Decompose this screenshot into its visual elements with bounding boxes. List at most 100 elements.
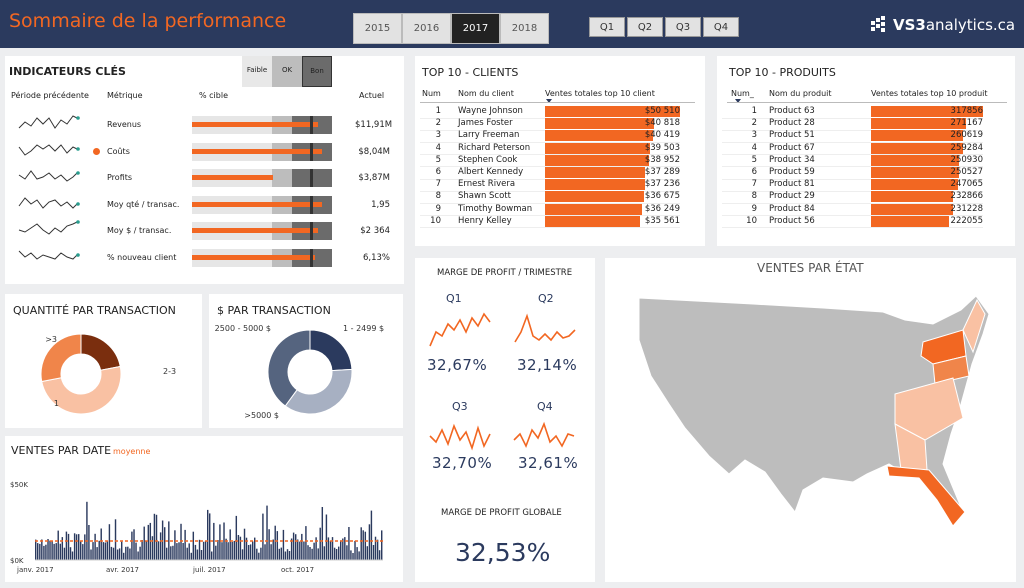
donut-slice[interactable] bbox=[40, 333, 82, 383]
year-button-2018[interactable]: 2018 bbox=[500, 13, 549, 44]
quarter-button-q3[interactable]: Q3 bbox=[665, 17, 701, 37]
date-bar[interactable] bbox=[112, 547, 115, 560]
date-bar[interactable] bbox=[360, 527, 362, 560]
date-bar[interactable] bbox=[292, 532, 295, 560]
date-bar[interactable] bbox=[235, 515, 238, 560]
date-bar[interactable] bbox=[245, 537, 248, 560]
date-bar[interactable] bbox=[249, 544, 252, 560]
year-button-2016[interactable]: 2016 bbox=[402, 13, 451, 44]
date-bar[interactable] bbox=[286, 549, 289, 560]
date-bar[interactable] bbox=[264, 544, 266, 560]
date-bar[interactable] bbox=[39, 543, 41, 560]
date-bar[interactable] bbox=[96, 547, 98, 560]
date-bar[interactable] bbox=[80, 541, 82, 560]
date-bar[interactable] bbox=[145, 541, 147, 560]
date-bar[interactable] bbox=[188, 543, 190, 560]
date-bar[interactable] bbox=[256, 548, 258, 560]
date-bar[interactable] bbox=[368, 524, 371, 560]
florida-state[interactable] bbox=[886, 465, 966, 527]
date-bar[interactable] bbox=[239, 536, 242, 560]
date-bar[interactable] bbox=[106, 540, 109, 560]
quarter-button-q4[interactable]: Q4 bbox=[703, 17, 739, 37]
date-bar[interactable] bbox=[305, 526, 307, 560]
date-bar[interactable] bbox=[190, 552, 193, 560]
date-bar[interactable] bbox=[288, 551, 291, 560]
date-bar[interactable] bbox=[133, 529, 135, 560]
date-bar[interactable] bbox=[274, 525, 276, 560]
date-bar[interactable] bbox=[155, 514, 158, 560]
date-bar[interactable] bbox=[37, 543, 39, 560]
date-bar[interactable] bbox=[65, 531, 68, 560]
date-bar[interactable] bbox=[202, 541, 205, 560]
date-bar[interactable] bbox=[131, 531, 133, 560]
date-bar[interactable] bbox=[374, 536, 377, 560]
date-bar[interactable] bbox=[135, 542, 137, 560]
date-bar[interactable] bbox=[338, 546, 340, 560]
date-bar[interactable] bbox=[71, 551, 74, 561]
date-bar[interactable] bbox=[55, 543, 57, 560]
date-bar[interactable] bbox=[237, 535, 240, 560]
date-bar[interactable] bbox=[376, 539, 379, 560]
date-bar[interactable] bbox=[176, 543, 178, 560]
date-bar[interactable] bbox=[186, 547, 188, 560]
date-bar[interactable] bbox=[211, 551, 213, 561]
date-bar[interactable] bbox=[278, 548, 281, 560]
date-bar[interactable] bbox=[362, 530, 364, 560]
virginia-carolinas[interactable] bbox=[894, 377, 964, 441]
northeast-states[interactable] bbox=[962, 298, 986, 354]
date-bar[interactable] bbox=[309, 547, 311, 560]
date-bar[interactable] bbox=[352, 553, 354, 560]
date-bar[interactable] bbox=[260, 547, 262, 560]
date-bar[interactable] bbox=[90, 549, 92, 561]
date-bar[interactable] bbox=[139, 546, 141, 560]
date-bar[interactable] bbox=[116, 549, 119, 561]
date-bar[interactable] bbox=[192, 531, 195, 560]
donut-slice[interactable] bbox=[80, 333, 121, 371]
date-bar[interactable] bbox=[43, 545, 45, 560]
date-bar[interactable] bbox=[209, 513, 211, 560]
date-bar[interactable] bbox=[241, 549, 244, 560]
date-bar[interactable] bbox=[168, 521, 170, 560]
date-bar[interactable] bbox=[301, 533, 303, 560]
date-bar[interactable] bbox=[229, 529, 231, 560]
date-bar[interactable] bbox=[78, 534, 80, 560]
date-bar[interactable] bbox=[381, 530, 383, 560]
date-bar[interactable] bbox=[88, 525, 90, 560]
date-bar[interactable] bbox=[313, 542, 315, 560]
date-bar[interactable] bbox=[49, 540, 51, 560]
quarter-button-q1[interactable]: Q1 bbox=[589, 17, 625, 37]
date-bar[interactable] bbox=[59, 543, 62, 560]
date-bar[interactable] bbox=[98, 540, 100, 560]
date-bar[interactable] bbox=[137, 551, 139, 561]
date-bar[interactable] bbox=[247, 545, 250, 560]
date-bar[interactable] bbox=[370, 510, 373, 560]
donut-slice[interactable] bbox=[309, 329, 353, 372]
year-button-2017[interactable]: 2017 bbox=[451, 13, 500, 44]
date-bar[interactable] bbox=[67, 533, 70, 560]
date-bar[interactable] bbox=[356, 547, 358, 560]
date-bar[interactable] bbox=[340, 540, 342, 560]
date-bar[interactable] bbox=[104, 542, 107, 561]
date-bar[interactable] bbox=[51, 540, 53, 561]
date-bar[interactable] bbox=[378, 550, 381, 560]
date-bar[interactable] bbox=[282, 529, 285, 560]
date-bar[interactable] bbox=[35, 539, 37, 560]
date-bar[interactable] bbox=[276, 531, 279, 560]
date-bar[interactable] bbox=[147, 524, 150, 560]
date-bar[interactable] bbox=[266, 505, 268, 560]
date-bar[interactable] bbox=[284, 551, 287, 561]
date-bar[interactable] bbox=[45, 544, 47, 560]
date-bar[interactable] bbox=[215, 545, 217, 560]
date-bar[interactable] bbox=[204, 541, 207, 560]
date-bar[interactable] bbox=[182, 543, 184, 560]
date-bar[interactable] bbox=[231, 541, 233, 560]
date-bar[interactable] bbox=[307, 545, 309, 560]
date-bar[interactable] bbox=[114, 519, 117, 560]
date-bar[interactable] bbox=[280, 547, 283, 560]
date-bar[interactable] bbox=[252, 541, 254, 561]
date-bar[interactable] bbox=[121, 541, 123, 560]
date-bar[interactable] bbox=[327, 537, 330, 560]
date-bar[interactable] bbox=[223, 522, 225, 561]
date-bar[interactable] bbox=[270, 544, 272, 560]
sort-arrow-icon[interactable] bbox=[546, 99, 552, 103]
